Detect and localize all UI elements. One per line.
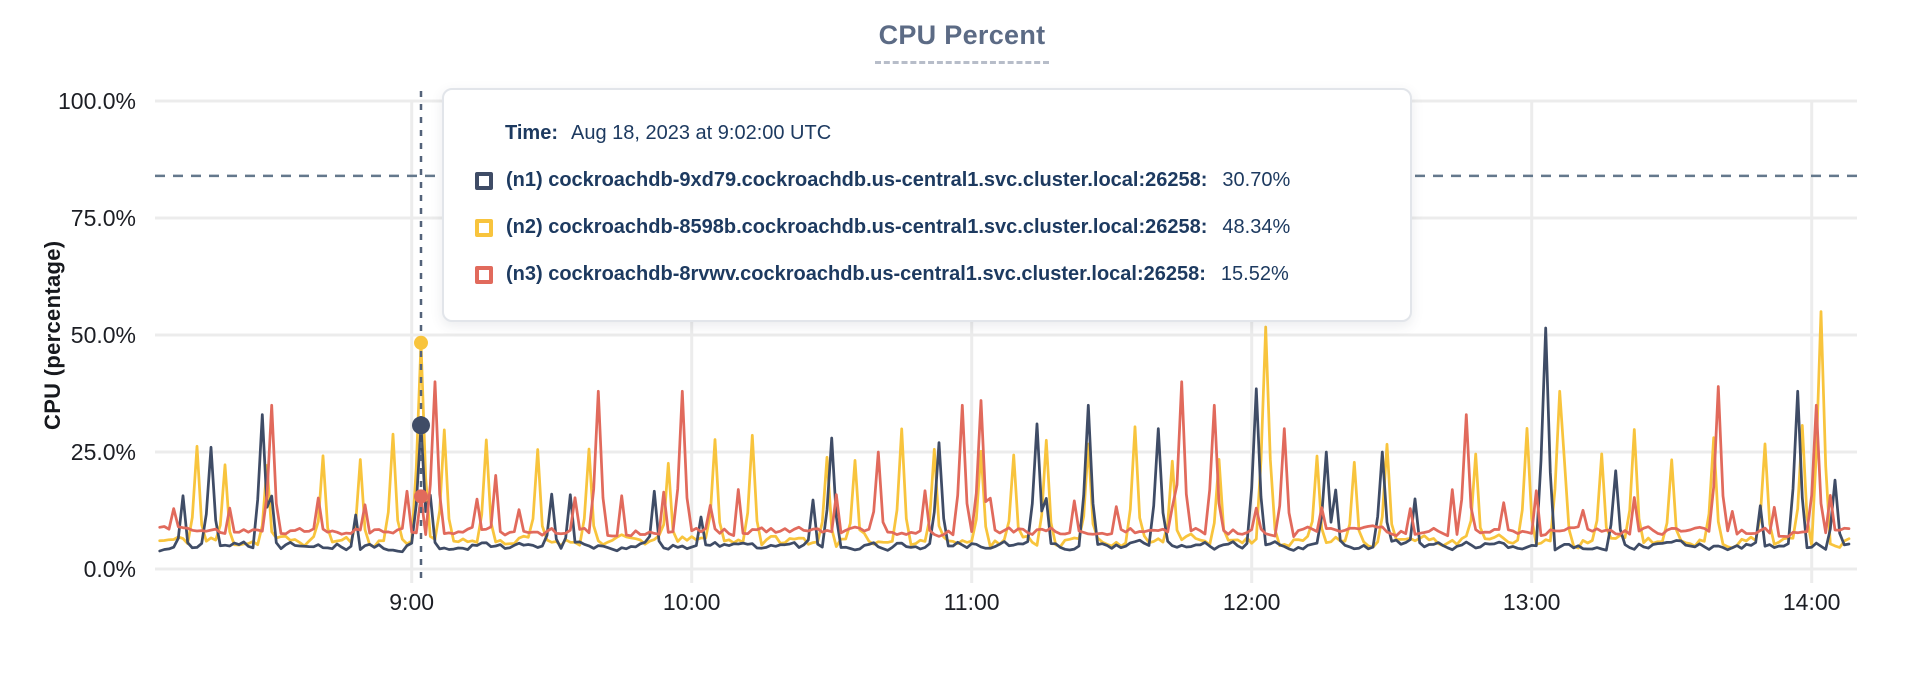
x-tick-label: 11:00 bbox=[943, 589, 1000, 615]
y-tick-label: 0.0% bbox=[83, 556, 136, 582]
series-line-n2 bbox=[158, 310, 1851, 550]
tooltip-time-row: Time: Aug 18, 2023 at 9:02:00 UTC bbox=[505, 122, 1386, 145]
chart-title-wrap: CPU Percent bbox=[0, 20, 1924, 64]
legend-swatch-n3-icon bbox=[475, 265, 493, 284]
x-tick-label: 10:00 bbox=[662, 589, 721, 615]
tooltip-time-label: Time: bbox=[505, 122, 558, 144]
series-line-n1 bbox=[158, 326, 1851, 554]
crosshair-dot-n3 bbox=[414, 489, 428, 504]
tooltip-series-label: (n1) cockroachdb-9xd79.cockroachdb.us-ce… bbox=[506, 169, 1208, 191]
x-tick-label: 12:00 bbox=[1222, 589, 1281, 615]
legend-swatch-n2-icon bbox=[475, 218, 493, 237]
legend-swatch-n1-icon bbox=[475, 171, 493, 190]
tooltip-series-value: 15.52% bbox=[1220, 263, 1289, 285]
chart-title[interactable]: CPU Percent bbox=[874, 20, 1050, 64]
tooltip-series-label: (n2) cockroachdb-8598b.cockroachdb.us-ce… bbox=[506, 216, 1208, 238]
tooltip-series-value: 30.70% bbox=[1222, 169, 1291, 191]
x-tick-label: 13:00 bbox=[1502, 589, 1561, 615]
y-tick-label: 75.0% bbox=[70, 205, 136, 231]
series-line-n3 bbox=[158, 380, 1851, 538]
tooltip-time-value: Aug 18, 2023 at 9:02:00 UTC bbox=[570, 122, 832, 144]
x-tick-label: 9:00 bbox=[389, 589, 435, 615]
tooltip-series-label: (n3) cockroachdb-8rvwv.cockroachdb.us-ce… bbox=[506, 263, 1206, 285]
tooltip-series-value: 48.34% bbox=[1222, 216, 1291, 238]
y-tick-label: 100.0% bbox=[57, 88, 136, 114]
x-tick-label: 14:00 bbox=[1782, 589, 1841, 615]
tooltip-series-row-n2: (n2) cockroachdb-8598b.cockroachdb.us-ce… bbox=[475, 216, 1386, 239]
tooltip-series-row-n3: (n3) cockroachdb-8rvwv.cockroachdb.us-ce… bbox=[475, 263, 1386, 286]
y-tick-label: 50.0% bbox=[70, 322, 136, 348]
chart-tooltip: Time: Aug 18, 2023 at 9:02:00 UTC (n1) co… bbox=[442, 88, 1412, 322]
crosshair-dot-n2 bbox=[414, 335, 428, 350]
y-tick-label: 25.0% bbox=[70, 439, 136, 465]
crosshair-dot-n1 bbox=[412, 416, 430, 435]
tooltip-series-row-n1: (n1) cockroachdb-9xd79.cockroachdb.us-ce… bbox=[475, 169, 1386, 192]
